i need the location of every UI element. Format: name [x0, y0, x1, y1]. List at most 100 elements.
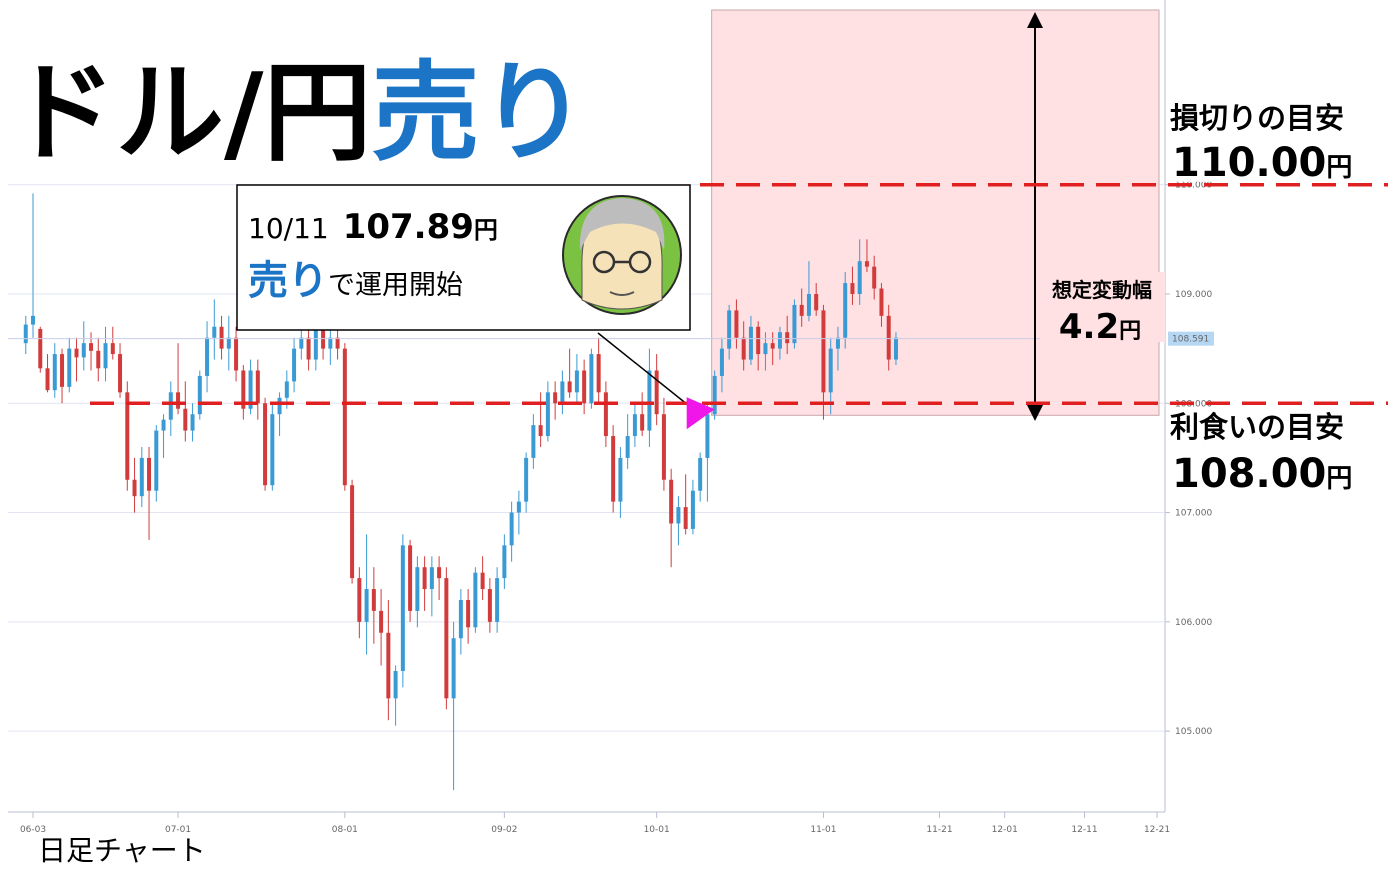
candle-body	[531, 425, 536, 458]
plot: 108.591	[8, 193, 1214, 791]
candle-body	[727, 310, 732, 349]
candle-body	[748, 326, 753, 360]
candle-body	[763, 343, 768, 355]
candle-body	[52, 354, 57, 391]
candle-body	[864, 261, 869, 267]
candle-body	[538, 425, 543, 437]
candle-body	[168, 392, 173, 420]
candle-body	[647, 370, 652, 431]
candle-body	[103, 343, 108, 369]
level-value-number: 110.00	[1172, 140, 1326, 186]
candle-body	[132, 479, 137, 497]
candle-body	[473, 572, 478, 628]
x-tick-label: 07-01	[165, 825, 191, 835]
candle-body	[857, 261, 862, 294]
candle-body	[705, 414, 710, 458]
candle-body	[792, 304, 797, 344]
candle-body	[81, 343, 86, 358]
y-tick-label: 106.000	[1175, 618, 1212, 628]
x-tick-label: 11-01	[810, 825, 836, 835]
candle-body	[364, 589, 369, 622]
entry-action-line: 売りで運用開始	[248, 258, 463, 304]
y-tick-label: 107.000	[1175, 509, 1212, 519]
candle-body	[509, 512, 514, 546]
candle-body	[328, 337, 333, 349]
level-label-bg	[1168, 136, 1368, 182]
x-tick-label: 12-01	[992, 825, 1018, 835]
candle-body	[806, 293, 811, 316]
level-value-unit: 円	[1326, 153, 1352, 183]
x-tick-label: 12-11	[1071, 825, 1097, 835]
candle-body	[712, 375, 717, 415]
level-value-unit: 円	[1326, 464, 1352, 494]
footer: 日足チャート	[38, 834, 206, 867]
candle-body	[67, 348, 72, 387]
candle-body	[270, 414, 275, 486]
candle-body	[553, 392, 558, 404]
x-tick-label: 09-02	[491, 825, 517, 835]
candle-body	[545, 392, 550, 437]
candle-body	[843, 283, 848, 338]
candle-body	[292, 348, 297, 382]
candle-body	[197, 375, 202, 415]
candle-body	[451, 638, 456, 699]
candle-body	[589, 354, 594, 404]
candle-body	[886, 315, 891, 360]
entry-action-text: で運用開始	[328, 270, 463, 301]
candle-body	[371, 589, 376, 611]
candle-body	[176, 392, 181, 409]
candle-body	[879, 288, 884, 316]
candle-body	[299, 337, 304, 349]
candle-body	[835, 337, 840, 349]
level-value: 110.00円	[1172, 140, 1352, 186]
candle-body	[596, 354, 601, 393]
callout-pointer	[597, 332, 689, 406]
candle-body	[669, 479, 674, 524]
candle-body	[574, 370, 579, 393]
candle-body	[219, 326, 224, 349]
candle-body	[618, 457, 623, 502]
candle-body	[154, 430, 159, 491]
candle-body	[379, 610, 384, 633]
entry-unit: 円	[474, 216, 498, 244]
level-name: 利食いの目安	[1170, 410, 1344, 444]
candle-body	[480, 572, 485, 590]
candle-body	[212, 326, 217, 338]
candle-body	[125, 392, 130, 480]
candle-body	[306, 337, 311, 360]
candle-body	[183, 408, 188, 431]
candle-body	[698, 457, 703, 491]
candle-body	[161, 419, 166, 431]
range-number: 4.2	[1059, 307, 1119, 347]
x-tick-label: 08-01	[332, 825, 358, 835]
candle-body	[603, 392, 608, 437]
x-tick-label: 12-21	[1144, 825, 1170, 835]
candle-body	[437, 567, 442, 579]
candle-body	[444, 578, 449, 699]
candle-body	[118, 354, 123, 393]
candle-body	[393, 671, 398, 699]
level-name: 損切りの目安	[1170, 101, 1344, 135]
candle-body	[400, 545, 405, 672]
candle-body	[487, 589, 492, 622]
avatar-icon	[562, 195, 682, 315]
candle-body	[139, 457, 144, 497]
range-label-bg	[1040, 272, 1165, 342]
candle-body	[60, 354, 65, 387]
level-value-number: 108.00	[1172, 451, 1326, 497]
last-price-label: 108.591	[1172, 335, 1209, 345]
candle-body	[502, 545, 507, 579]
candle-body	[893, 337, 898, 360]
candle-body	[190, 414, 195, 431]
candle-body	[45, 368, 50, 391]
range-value: 4.2円	[1059, 307, 1141, 347]
candle-body	[828, 348, 833, 393]
candle-body	[611, 436, 616, 502]
candle-body	[31, 315, 36, 325]
candle-body	[386, 632, 391, 699]
title-accent: 売り	[371, 51, 587, 176]
candle-body	[248, 370, 253, 409]
y-tick-label: 110.000	[1175, 181, 1212, 191]
candle-body	[357, 578, 362, 622]
candle-body	[661, 414, 666, 480]
